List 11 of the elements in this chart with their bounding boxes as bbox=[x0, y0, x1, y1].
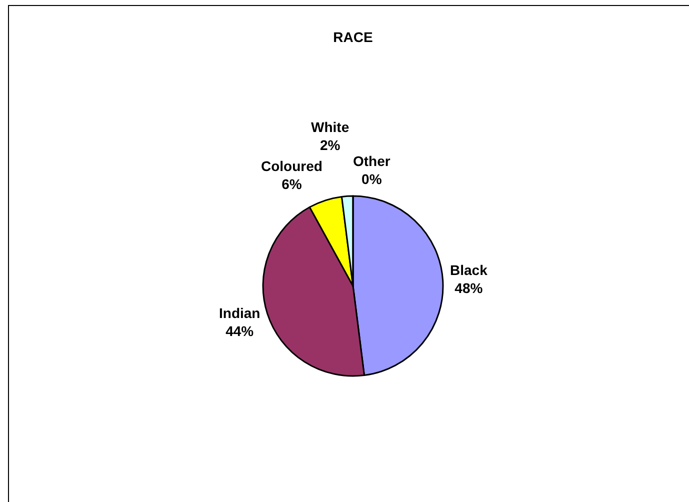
data-label: 2% bbox=[320, 137, 341, 154]
category-label: Other bbox=[353, 153, 390, 169]
chart-title: RACE bbox=[333, 28, 373, 45]
data-label: 6% bbox=[282, 176, 302, 192]
text: 0% bbox=[362, 171, 382, 188]
slice-label: Coloured bbox=[261, 158, 322, 174]
data-label: 48% bbox=[454, 280, 484, 296]
slice-label: Indian bbox=[219, 305, 260, 321]
slice-label: White bbox=[311, 119, 350, 135]
data-label: 44% bbox=[226, 323, 254, 340]
slice-label: Black bbox=[450, 262, 488, 278]
